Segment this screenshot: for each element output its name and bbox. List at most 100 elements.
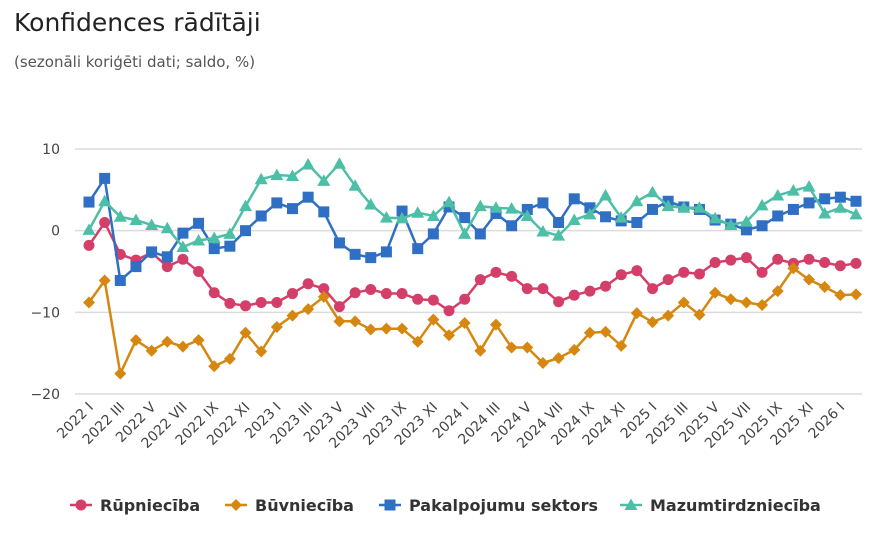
data-point: [819, 193, 831, 205]
legend-label: Pakalpojumu sektors: [409, 496, 598, 515]
data-point: [271, 197, 283, 209]
series-line: [87, 266, 857, 375]
data-point: [427, 313, 440, 326]
data-point: [567, 213, 581, 226]
data-point: [161, 335, 174, 348]
data-point: [114, 274, 126, 286]
data-point: [647, 283, 659, 295]
data-point: [552, 229, 566, 241]
data-point: [693, 268, 705, 280]
data-point: [286, 203, 298, 215]
data-point: [412, 243, 424, 255]
data-point: [459, 212, 471, 224]
data-point: [286, 288, 298, 300]
data-point: [442, 195, 456, 208]
data-point: [756, 220, 768, 232]
data-point: [615, 269, 627, 281]
data-point: [725, 254, 737, 266]
data-point: [630, 307, 643, 320]
data-point: [396, 205, 408, 217]
data-point: [740, 296, 753, 309]
data-point: [130, 261, 142, 273]
data-point: [83, 196, 95, 208]
data-point: [536, 224, 550, 237]
data-point: [583, 326, 596, 339]
data-point: [224, 240, 236, 252]
data-point: [208, 243, 220, 255]
data-point: [99, 172, 111, 184]
data-point: [834, 191, 846, 203]
data-point: [317, 290, 330, 303]
data-point: [819, 257, 831, 269]
data-point: [161, 251, 173, 263]
data-point: [317, 174, 331, 186]
data-point: [709, 257, 721, 269]
legend-label: Būvniecība: [255, 496, 354, 515]
data-point: [145, 344, 158, 357]
data-point: [318, 206, 330, 218]
data-point: [332, 157, 346, 169]
y-tick-label: −20: [30, 387, 60, 403]
data-point: [568, 289, 580, 301]
data-point: [787, 203, 799, 215]
data-point: [692, 201, 706, 213]
data-point: [99, 217, 111, 228]
data-point: [787, 262, 800, 275]
data-point: [458, 316, 471, 329]
data-point: [834, 260, 846, 272]
data-point: [379, 211, 393, 223]
data-point: [349, 287, 361, 299]
data-point: [678, 266, 690, 278]
data-point: [224, 297, 236, 309]
data-point: [568, 343, 581, 356]
data-point: [380, 322, 393, 335]
data-point: [803, 253, 815, 265]
data-point: [443, 305, 455, 317]
data-point: [271, 297, 283, 309]
data-point: [98, 194, 112, 207]
data-point: [443, 329, 456, 342]
data-point: [850, 288, 862, 301]
data-point: [850, 195, 862, 207]
data-point: [364, 323, 377, 336]
data-point: [740, 224, 752, 236]
data-point: [349, 248, 361, 260]
data-point: [474, 344, 487, 357]
data-point: [98, 274, 111, 287]
data-point: [537, 197, 549, 209]
data-point: [553, 296, 565, 308]
data-point: [380, 246, 392, 258]
data-point: [474, 274, 486, 286]
data-point: [160, 221, 174, 234]
data-point: [756, 266, 768, 278]
data-point: [600, 211, 612, 223]
data-point: [553, 217, 565, 228]
data-point: [646, 185, 660, 198]
data-point: [521, 341, 534, 354]
chart-subtitle: (sezonāli koriģēti dati; saldo, %): [14, 53, 256, 71]
data-point: [520, 209, 534, 221]
data-point: [739, 215, 753, 227]
data-point: [411, 206, 425, 218]
data-point: [630, 194, 644, 207]
data-point: [302, 303, 315, 316]
data-point: [113, 210, 127, 222]
data-point: [349, 315, 362, 328]
data-point: [302, 278, 314, 290]
data-point: [83, 239, 95, 251]
data-point: [677, 296, 690, 309]
data-point: [834, 289, 847, 302]
data-point: [506, 270, 518, 282]
data-point: [505, 202, 519, 214]
data-point: [458, 227, 472, 239]
data-point: [537, 283, 549, 295]
data-point: [833, 201, 847, 213]
series-line: [87, 221, 857, 312]
data-point: [254, 172, 268, 185]
data-point: [240, 300, 252, 312]
data-point: [176, 340, 189, 353]
legend-marker-icon: [384, 499, 396, 511]
data-point: [129, 334, 142, 347]
data-point: [615, 339, 628, 352]
